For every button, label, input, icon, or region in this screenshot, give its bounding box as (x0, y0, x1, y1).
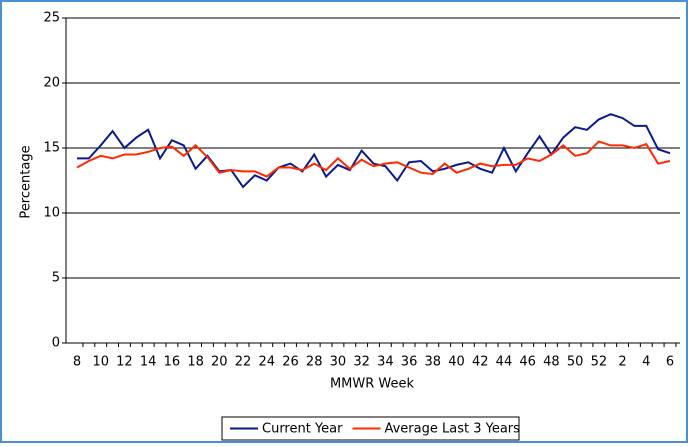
x-tick-label: 16 (164, 355, 181, 370)
x-axis-label: MMWR Week (330, 377, 415, 392)
y-tick-label: 10 (43, 206, 60, 221)
x-tick-label: 52 (591, 355, 608, 370)
x-tick-label: 34 (377, 355, 394, 370)
y-tick-label: 25 (43, 11, 60, 26)
x-tick-label: 26 (282, 355, 299, 370)
x-tick-label: 44 (496, 355, 513, 370)
x-tick-label: 24 (258, 355, 275, 370)
series-line (76, 140, 671, 178)
x-tick-label: 4 (642, 355, 650, 370)
x-tick-label: 48 (543, 355, 560, 370)
x-tick-label: 14 (140, 355, 157, 370)
x-tick-label: 30 (330, 355, 347, 370)
x-tick-label: 28 (306, 355, 323, 370)
x-tick-label: 38 (425, 355, 442, 370)
x-tick-label: 46 (519, 355, 536, 370)
x-tick-label: 32 (353, 355, 370, 370)
x-tick-label: 10 (92, 355, 109, 370)
y-tick-label: 15 (43, 141, 60, 156)
x-tick-label: 22 (235, 355, 252, 370)
x-tick-label: 40 (448, 355, 465, 370)
x-tick-label: 50 (567, 355, 584, 370)
y-axis-label: Percentage (19, 145, 34, 218)
x-tick-label: 8 (73, 355, 81, 370)
legend-label: Current Year (262, 422, 343, 437)
x-tick-label: 20 (211, 355, 228, 370)
x-tick-label: 42 (472, 355, 489, 370)
y-tick-label: 0 (52, 336, 60, 351)
x-tick-label: 6 (666, 355, 674, 370)
y-tick-label: 5 (52, 271, 60, 286)
x-tick-label: 18 (187, 355, 204, 370)
x-tick-label: 2 (618, 355, 626, 370)
series-line (77, 113, 671, 189)
y-tick-label: 20 (43, 76, 60, 91)
legend-label: Average Last 3 Years (384, 422, 520, 437)
x-tick-label: 36 (401, 355, 418, 370)
x-tick-label: 12 (116, 355, 133, 370)
